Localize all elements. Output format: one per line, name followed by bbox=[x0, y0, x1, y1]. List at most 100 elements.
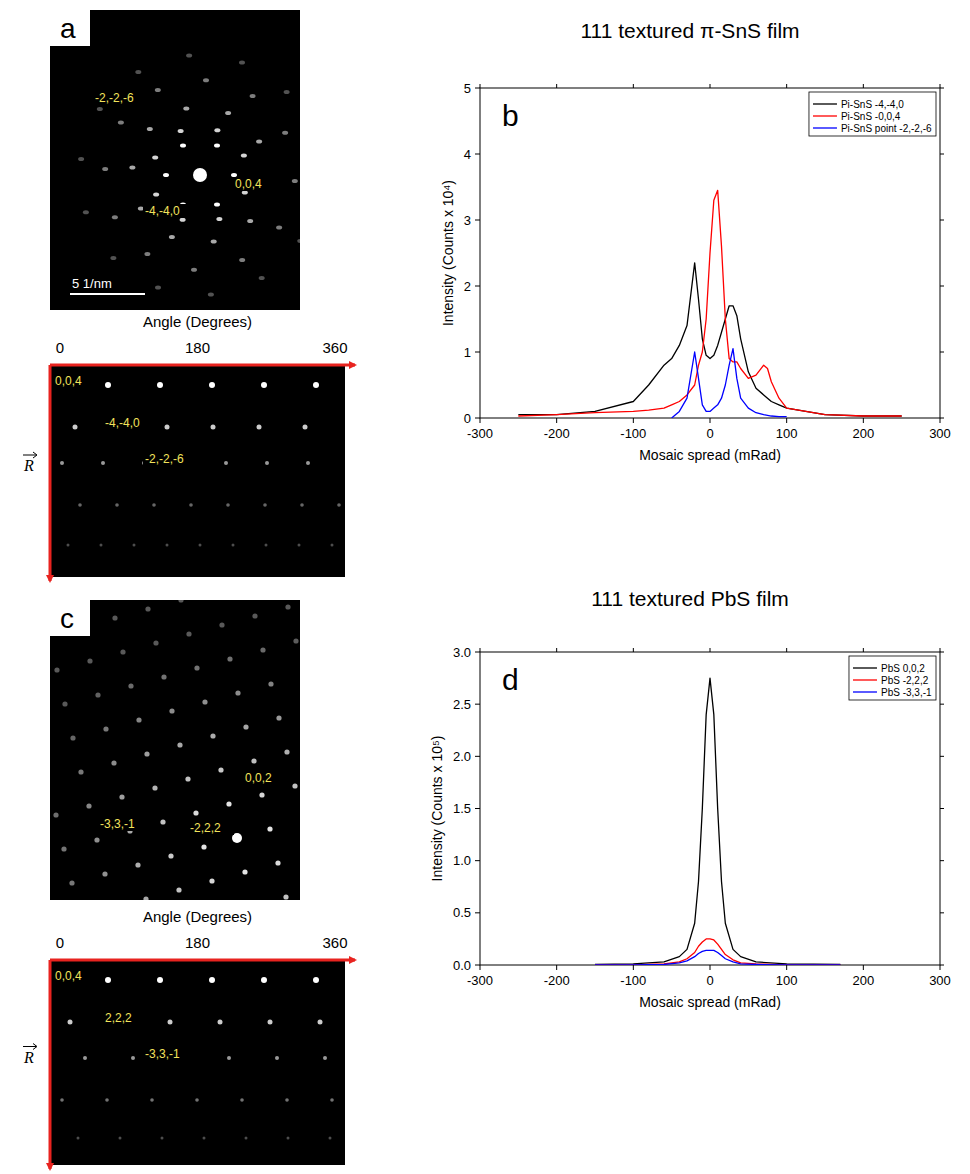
x-tick bbox=[556, 418, 557, 423]
x-axis-title: Mosaic spread (mRad) bbox=[639, 447, 781, 463]
spot bbox=[323, 1056, 327, 1060]
spot bbox=[144, 751, 149, 756]
legend-frame bbox=[809, 92, 936, 136]
legend-frame bbox=[849, 656, 936, 700]
spot bbox=[337, 503, 341, 507]
panel-letter: d bbox=[502, 663, 519, 696]
spot bbox=[276, 715, 281, 720]
spot bbox=[219, 622, 224, 627]
spot bbox=[155, 285, 161, 289]
spot bbox=[168, 853, 173, 858]
spot bbox=[145, 606, 150, 611]
spot bbox=[214, 144, 220, 148]
x-axis-title: Mosaic spread (mRad) bbox=[639, 994, 781, 1010]
panel-letter: a bbox=[60, 13, 76, 44]
tick-label: 0 bbox=[56, 934, 64, 951]
x-tick bbox=[863, 965, 864, 970]
scale-bar-label: 5 1/nm bbox=[72, 276, 112, 291]
spot bbox=[256, 139, 262, 143]
x-tick bbox=[710, 965, 711, 970]
tick-label: 180 bbox=[185, 934, 210, 951]
polar-strip: Angle (Degrees)01803600,0,4-4,-4,0-2,-2,… bbox=[23, 313, 355, 581]
spot bbox=[252, 613, 257, 618]
spot bbox=[54, 667, 59, 672]
spot bbox=[102, 871, 107, 876]
spot bbox=[284, 90, 290, 94]
vector-bar bbox=[23, 455, 36, 456]
spot-label: 0,0,4 bbox=[55, 374, 82, 388]
plot-frame bbox=[480, 88, 940, 418]
spot bbox=[267, 826, 272, 831]
spot bbox=[53, 812, 58, 817]
spot bbox=[210, 733, 215, 738]
spot bbox=[209, 977, 215, 983]
y-tick bbox=[475, 286, 480, 287]
spot bbox=[100, 544, 103, 547]
spot bbox=[297, 239, 300, 243]
polar-strip: Angle (Degrees)01803600,0,42,2,2-3,3,-1R bbox=[23, 908, 355, 1169]
tick-label: 360 bbox=[322, 339, 347, 356]
spot bbox=[199, 544, 202, 547]
spot bbox=[78, 503, 82, 507]
axis-title: Angle (Degrees) bbox=[143, 908, 252, 925]
spot bbox=[318, 1020, 323, 1025]
spot bbox=[73, 425, 78, 430]
x-tick-top bbox=[480, 84, 481, 88]
x-tick-label: -100 bbox=[620, 426, 646, 441]
spot bbox=[306, 461, 310, 465]
spot bbox=[242, 869, 247, 874]
y-tick-right bbox=[940, 756, 944, 757]
spot-label: 0,0,2 bbox=[245, 771, 272, 785]
diffraction-image: -2,-2,-6-4,-4,00,0,45 1/nma bbox=[50, 10, 322, 310]
legend-swatch bbox=[813, 127, 837, 128]
spot bbox=[177, 742, 182, 747]
spot bbox=[261, 977, 267, 983]
spot bbox=[193, 810, 198, 815]
series-lines bbox=[595, 678, 840, 965]
chart: 111 textured π-SnS film-300-200-10001002… bbox=[440, 19, 951, 463]
spot bbox=[68, 1020, 73, 1025]
x-tick-top bbox=[940, 84, 941, 88]
label-patch bbox=[143, 1047, 196, 1061]
spot bbox=[86, 803, 91, 808]
x-tick bbox=[940, 418, 941, 423]
spot bbox=[331, 544, 334, 547]
label-patch bbox=[103, 416, 156, 430]
spot bbox=[191, 268, 197, 272]
x-tick-top bbox=[786, 84, 787, 88]
spot bbox=[112, 615, 117, 620]
spot bbox=[95, 692, 100, 697]
legend: Pi-SnS -4,-4,0Pi-SnS -0,0,4Pi-SnS point … bbox=[809, 92, 936, 136]
spot bbox=[144, 252, 150, 256]
label-patch bbox=[143, 204, 196, 218]
spot bbox=[168, 1020, 173, 1025]
spot bbox=[157, 977, 163, 983]
label-patch bbox=[53, 969, 92, 983]
y-tick-label: 2.0 bbox=[453, 749, 471, 764]
legend: PbS 0,0,2PbS -2,2,2PbS -3,3,-1 bbox=[849, 656, 936, 700]
spots bbox=[78, 54, 300, 297]
spot bbox=[226, 503, 230, 507]
x-tick-top bbox=[633, 648, 634, 652]
spot bbox=[101, 461, 105, 465]
spot bbox=[250, 94, 256, 98]
y-tick-label: 2.5 bbox=[453, 697, 471, 712]
y-tick-right bbox=[940, 88, 944, 89]
series-line bbox=[518, 190, 901, 416]
spot bbox=[303, 425, 308, 430]
y-tick-label: 3 bbox=[464, 213, 471, 228]
spot bbox=[214, 202, 220, 206]
spot bbox=[69, 880, 74, 885]
spot bbox=[285, 1098, 289, 1102]
spot bbox=[259, 276, 265, 280]
spot bbox=[176, 887, 181, 892]
x-tick-label: 100 bbox=[776, 973, 798, 988]
y-tick bbox=[475, 88, 480, 89]
label-patch bbox=[143, 452, 203, 466]
spot bbox=[103, 726, 108, 731]
x-tick bbox=[786, 965, 787, 970]
spot-label: -2,-2,-6 bbox=[95, 91, 134, 105]
y-tick-label: 5 bbox=[464, 81, 471, 96]
spot bbox=[227, 656, 232, 661]
spot bbox=[195, 1098, 199, 1102]
